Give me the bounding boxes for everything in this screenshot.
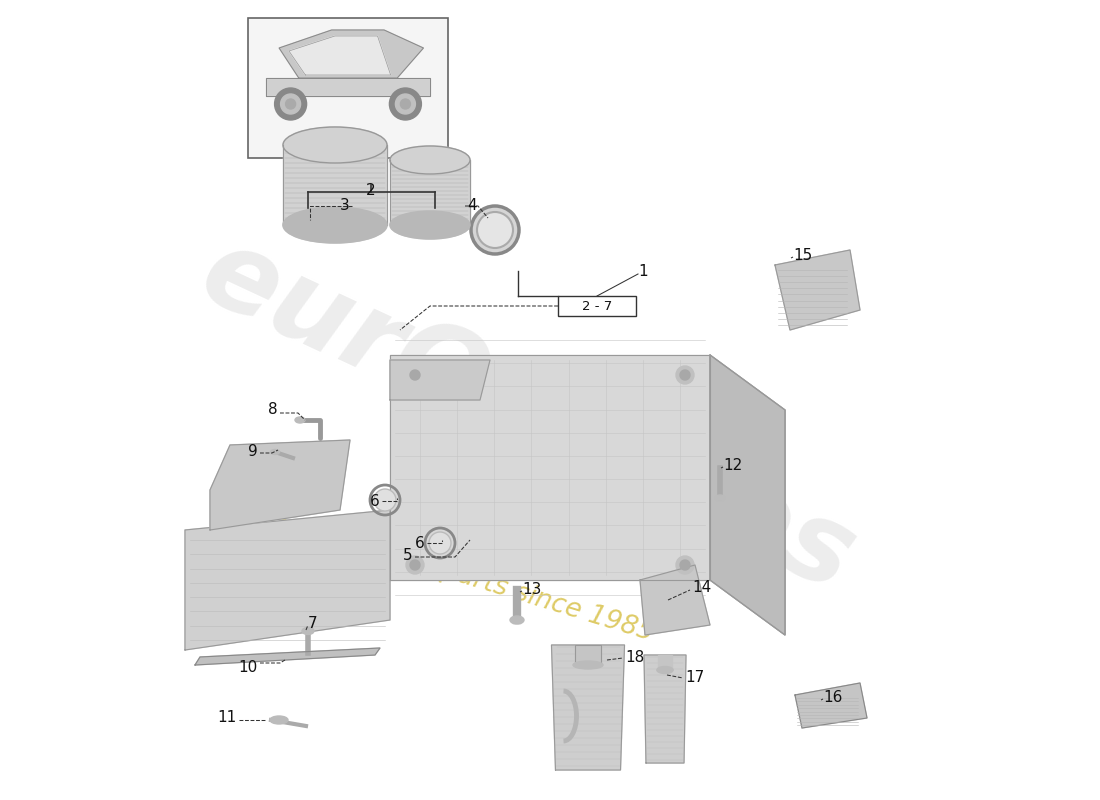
Circle shape (680, 560, 690, 570)
Ellipse shape (573, 661, 603, 669)
Circle shape (410, 370, 420, 380)
Text: a passion for parts since 1985: a passion for parts since 1985 (267, 506, 657, 646)
Ellipse shape (283, 207, 387, 243)
Text: 15: 15 (793, 249, 812, 263)
Polygon shape (795, 683, 867, 728)
Polygon shape (776, 250, 860, 330)
Polygon shape (266, 78, 430, 96)
Polygon shape (195, 648, 380, 665)
Polygon shape (210, 440, 350, 530)
Circle shape (280, 94, 300, 114)
Circle shape (676, 556, 694, 574)
Text: 17: 17 (685, 670, 704, 685)
Ellipse shape (270, 716, 288, 724)
Circle shape (406, 366, 424, 384)
Text: 16: 16 (823, 690, 843, 706)
Circle shape (680, 370, 690, 380)
Circle shape (286, 99, 296, 109)
Ellipse shape (429, 532, 451, 554)
Text: 13: 13 (522, 582, 541, 598)
Ellipse shape (477, 212, 513, 248)
Ellipse shape (374, 489, 396, 511)
Polygon shape (644, 655, 686, 763)
Ellipse shape (657, 666, 673, 674)
Bar (390, 160, 470, 225)
Ellipse shape (715, 495, 725, 501)
Ellipse shape (295, 417, 305, 423)
Ellipse shape (471, 206, 519, 254)
Text: 7: 7 (308, 617, 318, 631)
Text: 6: 6 (371, 494, 380, 509)
Text: 2: 2 (366, 183, 376, 198)
Bar (248, 18, 448, 158)
Polygon shape (710, 355, 785, 635)
Text: 14: 14 (692, 581, 712, 595)
Circle shape (400, 99, 410, 109)
Circle shape (676, 366, 694, 384)
Ellipse shape (283, 127, 387, 163)
Polygon shape (658, 655, 672, 670)
Ellipse shape (510, 616, 524, 624)
Circle shape (395, 94, 416, 114)
Text: 5: 5 (404, 547, 412, 562)
Ellipse shape (283, 207, 387, 243)
Text: 8: 8 (268, 402, 278, 418)
Circle shape (389, 88, 421, 120)
Bar (558, 296, 636, 316)
Ellipse shape (302, 627, 313, 634)
Polygon shape (640, 565, 710, 635)
Polygon shape (390, 355, 710, 580)
Ellipse shape (390, 211, 470, 239)
Text: 18: 18 (625, 650, 645, 665)
Bar (283, 145, 387, 225)
Polygon shape (185, 510, 390, 650)
Ellipse shape (390, 211, 470, 239)
Text: 10: 10 (239, 659, 258, 674)
Text: 9: 9 (249, 443, 258, 458)
Text: eurOpartes: eurOpartes (185, 218, 871, 614)
Polygon shape (710, 355, 785, 635)
Text: 1: 1 (638, 265, 648, 279)
Text: 2 - 7: 2 - 7 (582, 299, 612, 313)
Polygon shape (551, 645, 625, 770)
Circle shape (406, 556, 424, 574)
Ellipse shape (390, 146, 470, 174)
Polygon shape (390, 360, 490, 400)
Text: 11: 11 (218, 710, 236, 725)
Circle shape (410, 560, 420, 570)
Text: 12: 12 (723, 458, 743, 474)
Text: 3: 3 (340, 198, 350, 214)
Text: 4: 4 (468, 198, 476, 214)
Text: 6: 6 (416, 535, 425, 550)
Circle shape (275, 88, 307, 120)
Polygon shape (279, 30, 424, 78)
Polygon shape (289, 36, 390, 75)
Polygon shape (575, 645, 601, 665)
Ellipse shape (271, 450, 279, 454)
